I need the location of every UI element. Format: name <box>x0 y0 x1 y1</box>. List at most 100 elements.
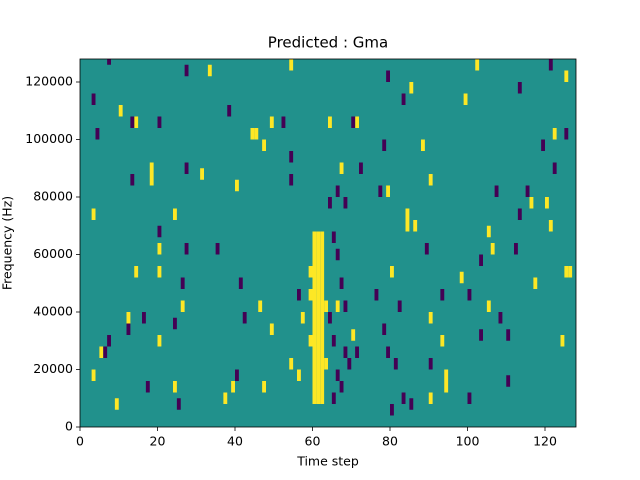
heatmap-cell <box>428 174 433 186</box>
heatmap-cell <box>289 59 294 71</box>
heatmap-cell <box>312 254 317 266</box>
heatmap-cell <box>467 289 472 301</box>
heatmap-cell <box>134 116 139 128</box>
y-tick-label: 20000 <box>33 361 73 376</box>
heatmap-cell <box>207 64 212 77</box>
y-tick-label: 80000 <box>33 189 73 204</box>
heatmap-cell <box>339 381 344 393</box>
heatmap-cell <box>157 243 162 255</box>
heatmap-cell <box>320 358 325 370</box>
heatmap-cell <box>335 300 340 312</box>
heatmap-cell <box>316 392 321 404</box>
y-axis-label: Frequency (Hz) <box>0 196 15 290</box>
heatmap-cell <box>312 358 317 370</box>
heatmap-cell <box>149 174 154 186</box>
heatmap-cell <box>184 64 189 77</box>
heatmap-cell <box>548 59 553 71</box>
heatmap-cell <box>552 162 557 174</box>
heatmap-cell <box>91 208 96 220</box>
heatmap-cell <box>331 231 336 243</box>
heatmap-cell <box>254 128 259 140</box>
heatmap-cell <box>312 300 317 312</box>
heatmap-cell <box>320 335 325 347</box>
heatmap-cell <box>157 335 162 347</box>
heatmap-cell <box>312 381 317 393</box>
y-tick-label: 100000 <box>25 131 73 146</box>
heatmap-cell <box>149 162 154 174</box>
x-axis-label: Time step <box>296 454 359 469</box>
heatmap-cell <box>320 231 325 243</box>
plot-frame <box>79 58 577 428</box>
heatmap-cell <box>320 254 325 266</box>
heatmap-cell <box>308 335 313 347</box>
heatmap-cell <box>378 185 383 197</box>
heatmap-cell <box>320 289 325 301</box>
heatmap-cell <box>320 346 325 358</box>
heatmap-cell <box>316 266 321 278</box>
heatmap-cell <box>176 398 181 410</box>
heatmap-cell <box>328 312 332 324</box>
y-tick-label: 60000 <box>33 246 73 261</box>
heatmap-cell <box>382 323 387 335</box>
heatmap-cell <box>335 248 340 261</box>
heatmap-cell <box>351 116 356 128</box>
y-tick-label: 40000 <box>33 304 73 319</box>
y-tick-label: 0 <box>65 419 73 434</box>
heatmap-cell <box>486 225 491 238</box>
heatmap-cell <box>312 392 317 404</box>
heatmap-cell <box>393 358 398 370</box>
heatmap-cell <box>142 312 146 324</box>
heatmap-cell <box>424 243 429 255</box>
x-tick-label: 40 <box>227 434 243 449</box>
heatmap-cell <box>130 174 135 186</box>
heatmap-cell <box>331 335 336 347</box>
heatmap-cell <box>215 243 220 255</box>
heatmap-cell <box>545 197 549 209</box>
heatmap-cell <box>184 243 189 255</box>
heatmap-cell <box>316 312 321 324</box>
x-tick-label: 60 <box>305 434 321 449</box>
heatmap-cell <box>390 404 394 416</box>
heatmap-cell <box>355 116 359 128</box>
heatmap-cell <box>564 266 569 278</box>
heatmap-cell <box>506 329 511 341</box>
heatmap-cell <box>343 197 348 209</box>
heatmap-cell <box>324 300 328 312</box>
heatmap-cell <box>409 82 414 94</box>
heatmap-cell <box>312 369 317 381</box>
heatmap-cell <box>517 82 522 94</box>
heatmap-cell <box>401 392 406 404</box>
heatmap-cell <box>440 335 445 347</box>
heatmap-cell <box>390 266 394 278</box>
x-tick-label: 120 <box>533 434 557 449</box>
heatmap-cell <box>242 312 247 324</box>
heatmap-cell <box>405 220 410 232</box>
heatmap-cell <box>107 335 111 347</box>
heatmap-cell <box>134 266 139 278</box>
heatmap-cell <box>312 277 317 289</box>
heatmap-cell <box>459 271 464 284</box>
heatmap-cell <box>498 312 503 324</box>
heatmap-cell <box>463 93 468 105</box>
heatmap-cell <box>180 277 185 289</box>
heatmap-cell <box>91 93 96 105</box>
heatmap-cell <box>331 392 336 404</box>
heatmap-cell <box>316 300 321 312</box>
heatmap-cell <box>467 392 472 404</box>
heatmap-cell <box>517 208 522 220</box>
heatmap-cell <box>316 358 321 370</box>
heatmap-cell <box>289 358 294 370</box>
heatmap-cell <box>335 369 340 381</box>
heatmap-cell <box>560 335 565 347</box>
heatmap-cell <box>320 243 325 255</box>
heatmap-cell <box>184 162 189 174</box>
heatmap-cell <box>173 381 177 393</box>
heatmap-cell <box>359 162 363 174</box>
heatmap-cell <box>312 312 317 324</box>
heatmap-cell <box>316 335 321 347</box>
heatmap-cell <box>91 369 96 381</box>
heatmap-cell <box>324 358 328 370</box>
heatmap-cell <box>320 300 325 312</box>
heatmap-cell <box>130 116 135 128</box>
heatmap-cell <box>440 289 445 301</box>
